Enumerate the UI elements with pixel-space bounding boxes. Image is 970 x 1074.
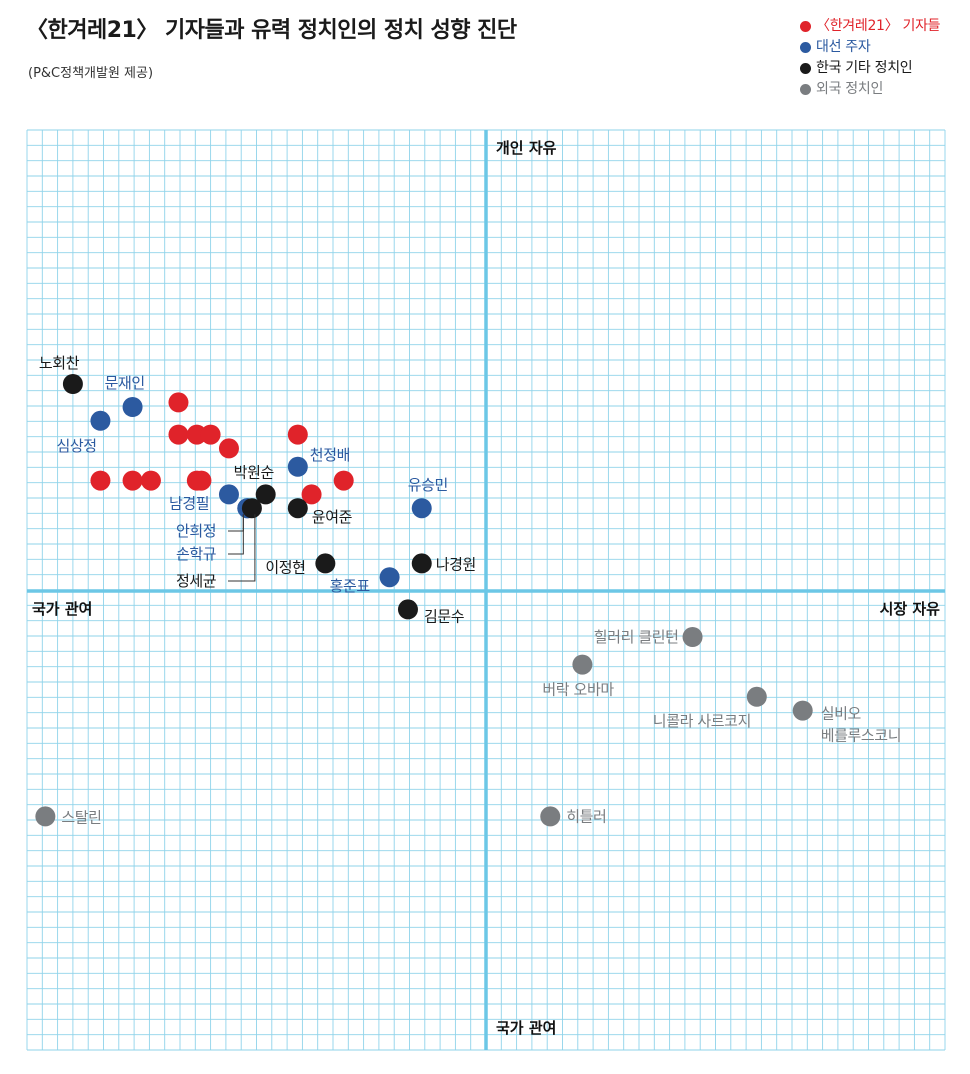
data-point (411, 498, 432, 519)
data-point (333, 470, 354, 491)
data-point (301, 484, 322, 505)
legend-label-foreign: 외국 정치인 (816, 81, 884, 97)
point-label: 히틀러 (566, 807, 606, 825)
data-point (140, 470, 161, 491)
point-label: 베를루스코니 (821, 727, 901, 745)
data-point (287, 456, 308, 477)
chart-source: (P&C정책개발원 제공) (28, 66, 154, 81)
point-label: 이정현 (265, 558, 305, 576)
point-label: 천정배 (310, 446, 350, 464)
legend-dot-candidate (800, 42, 811, 53)
point-label: 손학규 (176, 545, 216, 563)
data-point (168, 392, 189, 413)
data-point (122, 470, 143, 491)
data-point (682, 627, 703, 647)
chart-title: 〈한겨레21〉 기자들과 유력 정치인의 정치 성향 진단 (26, 18, 517, 43)
leader-line (228, 514, 256, 582)
point-label: 문재인 (105, 374, 145, 392)
data-point (397, 599, 418, 620)
data-point (191, 470, 212, 491)
point-label: 버락 오바마 (542, 681, 614, 699)
point-label: 심상정 (56, 437, 96, 455)
legend-label-journalist: 〈한겨레21〉 기자들 (816, 18, 941, 34)
legend-item-foreign: 외국 정치인 (800, 79, 940, 100)
legend-item-journalist: 〈한겨레21〉 기자들 (800, 16, 941, 37)
data-point (35, 806, 56, 827)
data-point (186, 424, 207, 445)
point-label: 박원순 (234, 463, 275, 481)
data-point (411, 553, 432, 574)
data-point (90, 470, 111, 491)
data-point (255, 484, 276, 505)
data-point (287, 498, 308, 519)
data-point (168, 424, 189, 445)
data-point (792, 700, 813, 721)
point-label: 윤여준 (312, 508, 353, 526)
data-point (315, 553, 336, 574)
data-point (287, 424, 308, 445)
axis-label-top: 개인 자유 (496, 139, 557, 157)
plot-axes (27, 130, 945, 1050)
legend-label-candidate: 대선 주자 (816, 39, 871, 55)
data-point (241, 498, 262, 519)
point-label: 유승민 (408, 476, 448, 494)
leader-line (228, 514, 244, 555)
axis-label-left: 국가 관여 (32, 600, 92, 618)
point-label: 스탈린 (61, 808, 101, 826)
data-point (572, 654, 593, 675)
data-point (122, 397, 143, 417)
point-label: 니콜라 사르코지 (653, 712, 751, 730)
point-label: 나경원 (436, 555, 476, 573)
data-point (218, 484, 239, 505)
point-label: 힐러리 클린턴 (594, 628, 679, 646)
legend-label-korean-other: 한국 기타 정치인 (816, 60, 913, 76)
point-label: 홍준표 (330, 577, 371, 595)
data-point (90, 410, 111, 431)
legend: 〈한겨레21〉 기자들 대선 주자 한국 기타 정치인 외국 정치인 (800, 16, 941, 100)
axis-label-right: 시장 자유 (880, 600, 941, 618)
data-point (218, 438, 239, 459)
point-label: 실비오 (821, 705, 862, 723)
legend-dot-journalist (800, 21, 811, 32)
point-label: 남경필 (169, 494, 209, 512)
data-point (62, 374, 83, 394)
data-point (746, 686, 767, 707)
data-point (200, 424, 221, 445)
data-point (540, 806, 561, 827)
point-label: 노회찬 (39, 354, 80, 372)
legend-dot-foreign (800, 84, 811, 95)
point-label: 안희정 (176, 522, 216, 540)
point-label: 정세균 (176, 572, 217, 590)
legend-dot-korean-other (800, 63, 811, 74)
axis-label-bottom: 국가 관여 (496, 1019, 556, 1037)
point-label: 김문수 (424, 607, 464, 625)
data-points (35, 374, 813, 827)
legend-item-korean-other: 한국 기타 정치인 (800, 58, 940, 79)
data-point (379, 567, 400, 588)
legend-item-candidate: 대선 주자 (800, 37, 940, 58)
